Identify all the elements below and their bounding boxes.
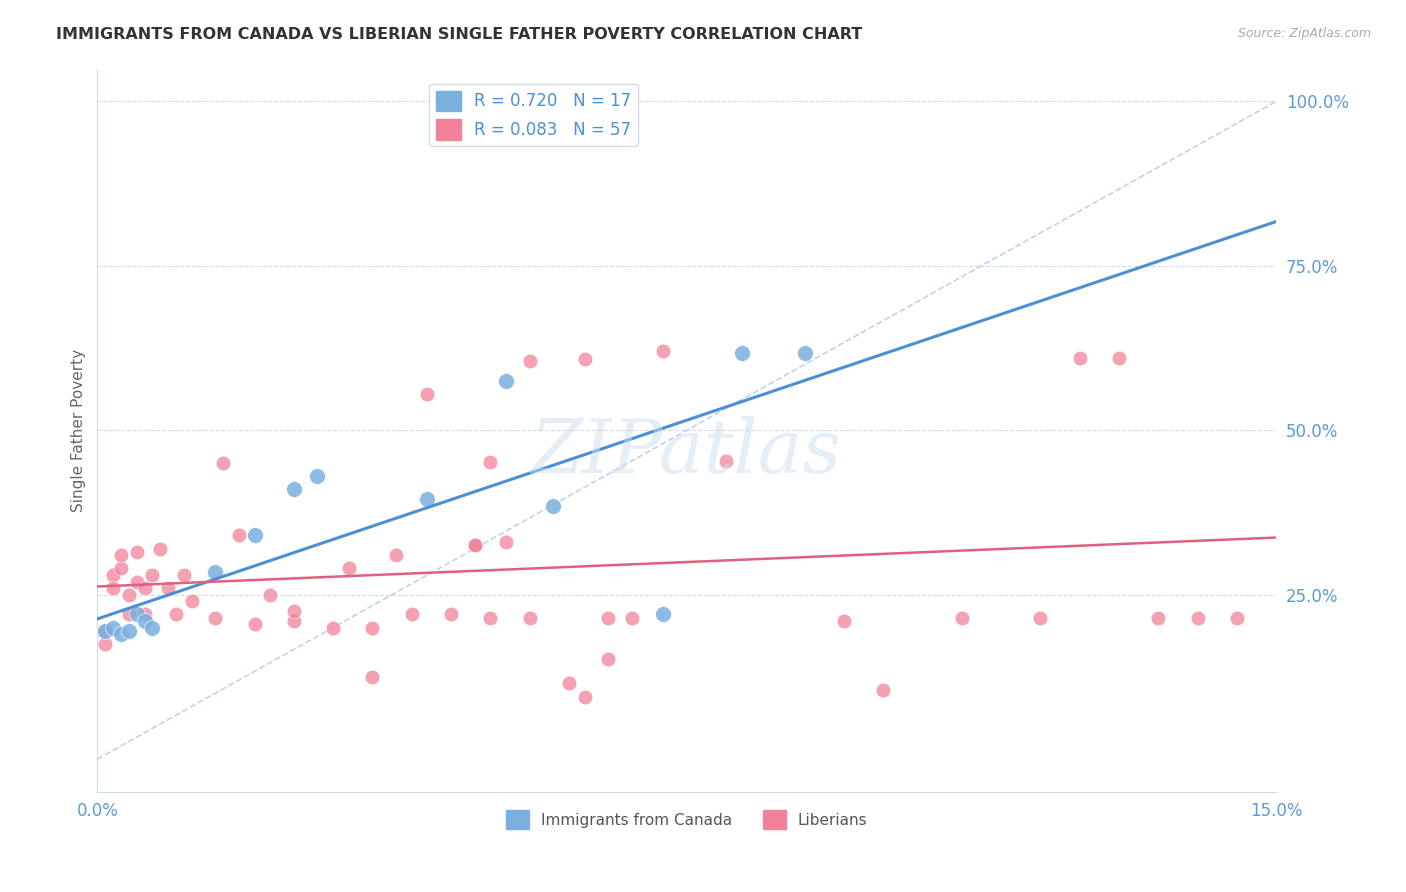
Point xyxy=(1226,610,1249,624)
Point xyxy=(307,469,329,483)
Point xyxy=(519,610,541,624)
Point xyxy=(479,455,502,469)
Point xyxy=(598,652,620,666)
Point xyxy=(165,607,187,622)
Point xyxy=(416,387,439,401)
Point xyxy=(361,621,384,635)
Point xyxy=(212,456,235,470)
Point xyxy=(385,548,408,562)
Point xyxy=(464,538,486,552)
Point xyxy=(1108,351,1130,365)
Point xyxy=(101,581,124,595)
Point xyxy=(440,607,463,622)
Point xyxy=(125,607,148,622)
Point xyxy=(149,541,172,556)
Point xyxy=(283,483,305,497)
Point xyxy=(157,581,180,595)
Point xyxy=(118,607,141,622)
Point xyxy=(1029,610,1052,624)
Point xyxy=(322,621,344,635)
Point xyxy=(479,610,502,624)
Text: Source: ZipAtlas.com: Source: ZipAtlas.com xyxy=(1237,27,1371,40)
Point xyxy=(337,561,360,575)
Point xyxy=(574,690,596,704)
Point xyxy=(134,581,156,595)
Point xyxy=(574,352,596,367)
Point xyxy=(1069,351,1091,365)
Point xyxy=(141,568,163,582)
Point xyxy=(118,588,141,602)
Y-axis label: Single Father Poverty: Single Father Poverty xyxy=(72,349,86,512)
Point xyxy=(519,354,541,368)
Point xyxy=(541,499,564,513)
Point xyxy=(1147,610,1170,624)
Point xyxy=(110,548,132,562)
Point xyxy=(204,610,226,624)
Point xyxy=(110,627,132,641)
Point xyxy=(283,604,305,618)
Point xyxy=(94,624,117,638)
Point xyxy=(872,683,894,698)
Point xyxy=(101,568,124,582)
Point xyxy=(652,344,675,359)
Point xyxy=(495,374,517,388)
Point xyxy=(94,624,117,638)
Point xyxy=(401,607,423,622)
Point xyxy=(180,594,202,608)
Point xyxy=(950,610,973,624)
Point xyxy=(259,588,281,602)
Point xyxy=(620,610,643,624)
Point xyxy=(652,607,675,622)
Point xyxy=(714,454,737,468)
Point xyxy=(125,545,148,559)
Point xyxy=(598,610,620,624)
Point xyxy=(731,345,754,359)
Point xyxy=(243,617,266,632)
Point xyxy=(416,492,439,507)
Point xyxy=(1187,610,1209,624)
Point xyxy=(141,621,163,635)
Text: ZIPatlas: ZIPatlas xyxy=(531,416,842,488)
Point xyxy=(558,676,581,690)
Point xyxy=(243,528,266,542)
Point xyxy=(793,345,815,359)
Point xyxy=(832,614,855,628)
Point xyxy=(228,528,250,542)
Point xyxy=(110,561,132,575)
Point xyxy=(495,535,517,549)
Point xyxy=(118,624,141,638)
Point xyxy=(134,607,156,622)
Point xyxy=(464,538,486,552)
Point xyxy=(204,565,226,579)
Legend: Immigrants from Canada, Liberians: Immigrants from Canada, Liberians xyxy=(499,804,873,835)
Point xyxy=(101,621,124,635)
Text: IMMIGRANTS FROM CANADA VS LIBERIAN SINGLE FATHER POVERTY CORRELATION CHART: IMMIGRANTS FROM CANADA VS LIBERIAN SINGL… xyxy=(56,27,862,42)
Point xyxy=(361,670,384,684)
Point xyxy=(94,637,117,651)
Point xyxy=(283,614,305,628)
Point xyxy=(125,574,148,589)
Point xyxy=(173,568,195,582)
Point xyxy=(134,614,156,628)
